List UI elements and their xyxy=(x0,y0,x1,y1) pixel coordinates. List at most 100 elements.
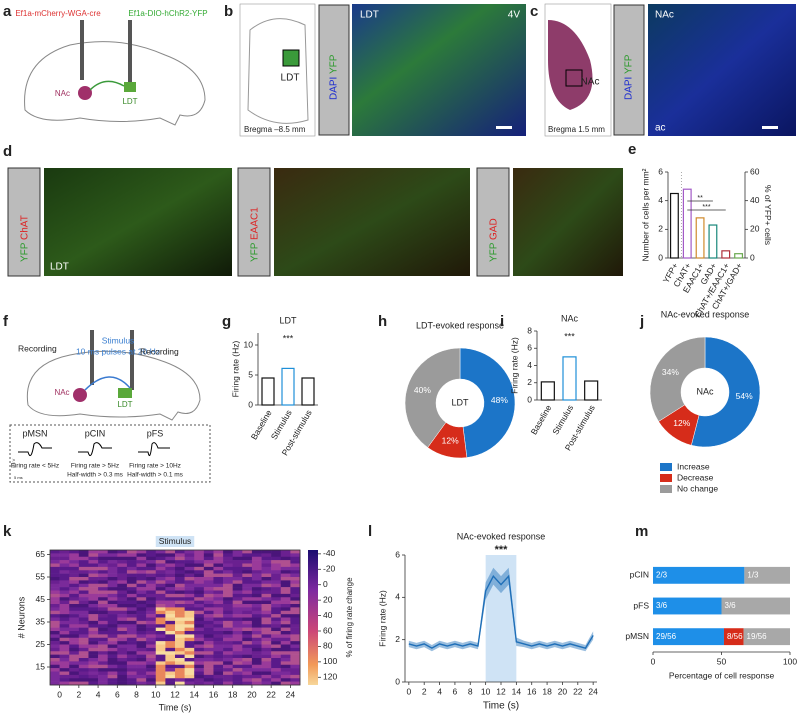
x-tick-label: 0 xyxy=(651,656,656,666)
heatmap-texture xyxy=(59,634,70,639)
heatmap-texture xyxy=(280,644,291,649)
heatmap-texture xyxy=(194,556,205,561)
heatmap-texture xyxy=(213,560,224,564)
heatmap-texture xyxy=(184,556,195,561)
legend-swatch xyxy=(660,485,672,493)
heatmap-texture xyxy=(117,573,128,578)
heatmap-texture xyxy=(98,627,108,632)
value-label: 19/56 xyxy=(747,632,768,641)
heatmap-texture xyxy=(194,593,205,598)
heatmap-texture xyxy=(261,627,272,632)
stain-label: YFP xyxy=(20,242,31,262)
heatmap-texture xyxy=(232,627,243,632)
heatmap-texture xyxy=(136,631,147,635)
heatmap-texture xyxy=(50,637,60,642)
colorbar-tick-label: 40 xyxy=(323,610,333,620)
heatmap-texture xyxy=(165,637,176,642)
heatmap-texture xyxy=(242,566,253,571)
colorbar-tick-label: 60 xyxy=(323,625,333,635)
heatmap-texture xyxy=(78,600,89,605)
heatmap-texture xyxy=(50,620,60,625)
heatmap-texture xyxy=(117,644,128,649)
heatmap-texture xyxy=(251,627,262,632)
heatmap-texture xyxy=(203,587,214,591)
heatmap-texture xyxy=(194,664,205,669)
heatmap-texture xyxy=(88,631,99,635)
heatmap-texture xyxy=(251,563,262,568)
heatmap-texture xyxy=(146,624,157,628)
y-tick-label: 2 xyxy=(395,634,400,644)
heatmap-texture xyxy=(88,600,99,605)
y-axis-label: Firing rate (Hz) xyxy=(230,341,240,398)
heatmap-texture xyxy=(59,593,70,598)
bar xyxy=(301,377,315,406)
pie-slice xyxy=(649,336,706,422)
scale-label: 0.5 V xyxy=(11,458,16,468)
value-label: 29/56 xyxy=(656,632,677,641)
heatmap-texture xyxy=(78,681,89,686)
heatmap-texture xyxy=(155,678,166,682)
heatmap-texture xyxy=(280,597,291,601)
heatmap-texture xyxy=(213,550,224,554)
image-label: LDT xyxy=(360,10,379,21)
heatmap-texture xyxy=(59,553,70,558)
heatmap-texture xyxy=(107,651,118,655)
heatmap-texture xyxy=(213,664,224,669)
heatmap-texture xyxy=(213,573,224,578)
heatmap-texture xyxy=(59,661,70,666)
heatmap-texture xyxy=(126,577,137,581)
heatmap-texture xyxy=(213,678,224,682)
heatmap-texture xyxy=(98,658,108,662)
heatmap-texture xyxy=(69,587,80,591)
heatmap-texture xyxy=(88,580,99,585)
heatmap-texture xyxy=(223,610,233,615)
heatmap-texture xyxy=(203,624,214,628)
heatmap-texture xyxy=(78,620,89,625)
heatmap-texture xyxy=(194,590,205,595)
heatmap-texture xyxy=(223,681,233,686)
heatmap-texture xyxy=(165,624,176,628)
x-tick-label: 50 xyxy=(717,656,727,666)
heatmap-texture xyxy=(280,678,291,682)
heatmap-texture xyxy=(271,556,282,561)
heatmap-texture xyxy=(280,560,291,564)
heatmap-texture xyxy=(251,681,262,686)
heatmap-texture xyxy=(126,624,137,628)
scale-label: 5 ms xyxy=(14,475,23,480)
heatmap-texture xyxy=(59,637,70,642)
heatmap-texture xyxy=(78,570,89,574)
heatmap-texture xyxy=(223,607,233,612)
heatmap-texture xyxy=(165,681,176,686)
bar-segment xyxy=(721,597,790,615)
y-tick-label: 45 xyxy=(36,594,46,604)
projection xyxy=(89,80,125,91)
heatmap-texture xyxy=(126,583,137,588)
stain-box xyxy=(318,4,350,136)
heatmap-texture xyxy=(88,556,99,561)
heatmap-texture xyxy=(175,590,185,595)
heatmap-texture xyxy=(69,637,80,642)
heatmap-texture xyxy=(165,671,176,676)
heatmap-texture xyxy=(175,678,185,682)
heatmap-texture xyxy=(117,570,128,574)
heatmap-texture xyxy=(184,590,195,595)
heatmap-texture xyxy=(78,644,89,649)
heatmap-texture xyxy=(203,620,214,625)
heatmap-texture xyxy=(165,590,176,595)
heatmap-texture xyxy=(251,624,262,628)
heatmap-texture xyxy=(194,644,205,649)
chart-title: NAc xyxy=(561,313,579,323)
x-tick-label: 14 xyxy=(512,686,522,696)
heatmap-texture xyxy=(98,681,108,686)
heatmap-texture xyxy=(232,593,243,598)
heatmap-texture xyxy=(69,607,80,612)
heatmap-texture xyxy=(213,661,224,666)
heatmap-texture xyxy=(126,560,137,564)
heatmap-texture xyxy=(242,614,253,618)
heatmap-texture xyxy=(194,654,205,659)
heatmap-texture xyxy=(107,674,118,679)
heatmap-texture xyxy=(251,580,262,585)
heatmap-texture xyxy=(271,661,282,666)
heatmap-texture xyxy=(117,604,128,608)
heatmap-texture xyxy=(203,637,214,642)
